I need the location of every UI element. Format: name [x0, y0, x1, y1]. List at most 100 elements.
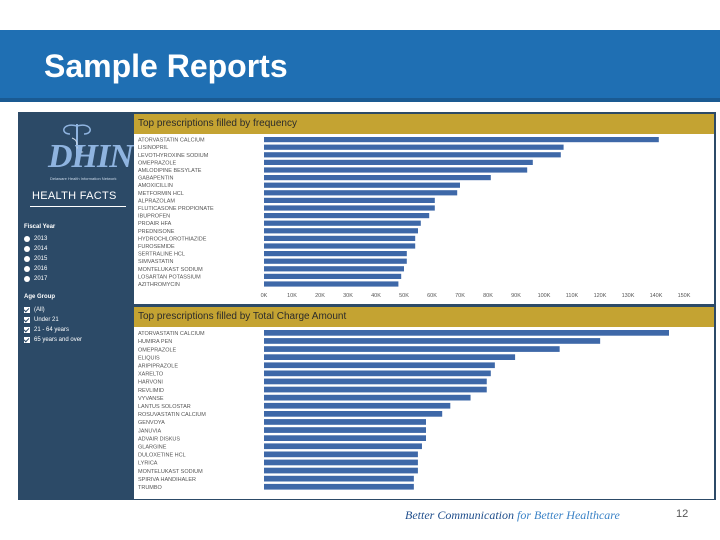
tick-label: 90K	[511, 293, 521, 299]
tick-label: 80K	[483, 293, 493, 299]
tick-label: 10K	[287, 293, 297, 299]
bar[interactable]	[264, 182, 460, 188]
category-label: VYVANSE	[138, 396, 164, 402]
bar[interactable]	[264, 419, 426, 425]
bar[interactable]	[264, 459, 418, 466]
bar[interactable]	[264, 213, 430, 219]
charge-bar-chart: ATORVASTATIN CALCIUM HUMIRA PEN OMEPRAZOLE…	[138, 330, 669, 491]
category-label: GLARGINE	[138, 445, 167, 451]
category-label: ELIQUIS	[138, 355, 160, 361]
bar[interactable]	[264, 273, 402, 279]
fiscal-year-option[interactable]: 2016	[24, 265, 47, 273]
radio-icon[interactable]	[24, 266, 30, 272]
bar[interactable]	[264, 251, 407, 257]
bar[interactable]	[264, 159, 533, 165]
bar[interactable]	[264, 467, 418, 474]
tick-label: 100K	[538, 293, 551, 299]
tick-label: 70K	[455, 293, 465, 299]
radio-icon[interactable]	[24, 256, 30, 262]
bar[interactable]	[264, 354, 516, 360]
bar[interactable]	[264, 137, 659, 143]
bar[interactable]	[264, 144, 564, 150]
bar[interactable]	[264, 228, 418, 234]
bar[interactable]	[264, 243, 416, 249]
bar[interactable]	[264, 411, 443, 417]
fiscal-year-option[interactable]: 2015	[24, 255, 47, 263]
bar[interactable]	[264, 443, 422, 450]
checkbox-icon[interactable]	[24, 317, 30, 323]
bar[interactable]	[264, 338, 601, 344]
fiscal-year-option[interactable]: 2013	[24, 235, 47, 243]
fiscal-year-option[interactable]: 2014	[24, 245, 47, 253]
bar[interactable]	[264, 266, 404, 272]
dashboard-panel: DHIN Delaware Health Information Network…	[18, 112, 716, 500]
bar[interactable]	[264, 205, 435, 211]
category-label: LEVOTHYROXINE SODIUM	[138, 153, 209, 159]
checkbox-icon[interactable]	[24, 327, 30, 333]
category-label: LANTUS SOLOSTAR	[138, 404, 191, 410]
bar[interactable]	[264, 167, 528, 173]
bar[interactable]	[264, 394, 471, 401]
bar[interactable]	[264, 190, 458, 196]
category-label: AZITHROMYCIN	[138, 282, 180, 288]
bar[interactable]	[264, 197, 435, 203]
bar[interactable]	[264, 152, 561, 158]
category-label: IBUPROFEN	[138, 214, 170, 220]
bar[interactable]	[264, 483, 414, 490]
age-group-option[interactable]: (All)	[24, 306, 45, 314]
charge-chart-title: Top prescriptions filled by Total Charge…	[134, 307, 714, 327]
bar[interactable]	[264, 435, 426, 441]
category-label: HUMIRA PEN	[138, 339, 172, 345]
bar[interactable]	[264, 378, 487, 385]
bar[interactable]	[264, 475, 414, 482]
age-group-option[interactable]: 65 years and over	[24, 336, 82, 344]
bar[interactable]	[264, 451, 418, 458]
bar[interactable]	[264, 220, 421, 226]
age-group-option[interactable]: 21 - 64 years	[24, 326, 69, 334]
category-label: AMLODIPINE BESYLATE	[138, 168, 202, 174]
bar[interactable]	[264, 427, 426, 433]
bar[interactable]	[264, 362, 495, 369]
checkbox-icon[interactable]	[24, 337, 30, 343]
category-label: XARELTO	[138, 372, 164, 378]
category-label: ATORVASTATIN CALCIUM	[138, 138, 205, 144]
category-label: LYRICA	[138, 461, 158, 467]
fiscal-year-option[interactable]: 2017	[24, 275, 47, 283]
bar[interactable]	[264, 175, 491, 181]
age-group-option[interactable]: Under 21	[24, 316, 59, 324]
footer-tagline: Better Communication for Better Healthca…	[405, 508, 620, 522]
category-label: AMOXICILLIN	[138, 183, 173, 189]
radio-icon[interactable]	[24, 236, 30, 242]
bar[interactable]	[264, 346, 560, 352]
bar[interactable]	[264, 258, 407, 264]
bar[interactable]	[264, 386, 487, 393]
tick-label: 110K	[566, 293, 579, 299]
bar[interactable]	[264, 281, 399, 287]
tick-label: 120K	[594, 293, 607, 299]
bar[interactable]	[264, 402, 451, 409]
bar[interactable]	[264, 235, 416, 241]
bar[interactable]	[264, 330, 669, 336]
bar[interactable]	[264, 370, 491, 377]
tick-label: 20K	[315, 293, 325, 299]
category-label: HARVONI	[138, 380, 163, 386]
category-label: OMEPRAZOLE	[138, 347, 177, 353]
category-label: ALPRAZOLAM	[138, 198, 175, 204]
category-label: FUROSEMIDE	[138, 244, 175, 250]
frequency-chart-title: Top prescriptions filled by frequency	[134, 114, 714, 134]
category-label: MONTELUKAST SODIUM	[138, 267, 203, 273]
category-label: SERTRALINE HCL	[138, 252, 185, 258]
radio-icon[interactable]	[24, 246, 30, 252]
page-number: 12	[676, 508, 689, 520]
radio-icon[interactable]	[24, 276, 30, 282]
category-label: SIMVASTATIN	[138, 259, 173, 265]
checkbox-icon[interactable]	[24, 307, 30, 313]
tick-label: 40K	[371, 293, 381, 299]
category-label: LISINOPRIL	[138, 145, 168, 151]
category-label: MONTELUKAST SODIUM	[138, 469, 203, 475]
tick-label: 0K	[261, 293, 268, 299]
tick-label: 60K	[427, 293, 437, 299]
category-label: HYDROCHLOROTHIAZIDE	[138, 236, 207, 242]
category-label: PREDNISONE	[138, 229, 175, 235]
